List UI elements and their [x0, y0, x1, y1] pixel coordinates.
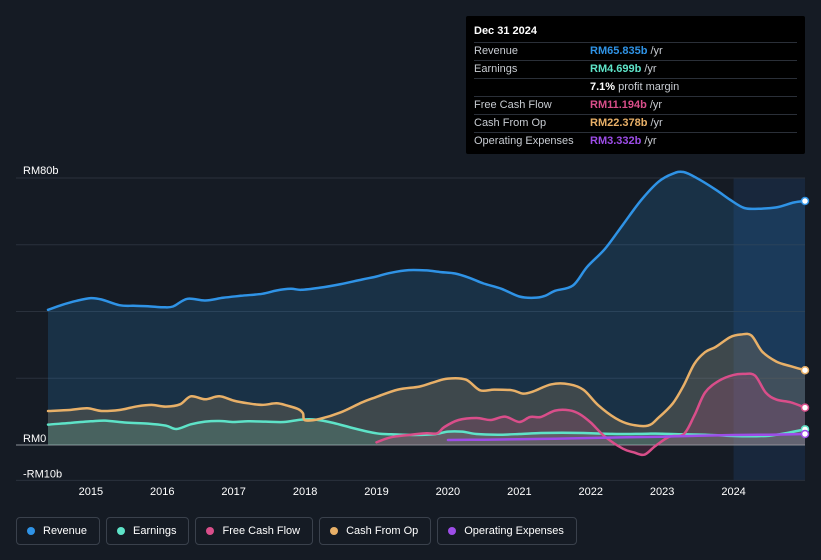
tooltip-row-cash-from-op: Cash From Op RM22.378b /yr	[474, 114, 797, 132]
y-tick-label: RM80b	[23, 165, 58, 177]
tooltip-value: RM11.194b	[590, 99, 647, 111]
cash-from-op-area	[48, 333, 805, 445]
y-tick-label: -RM10b	[23, 468, 62, 480]
x-tick-label: 2017	[221, 486, 245, 498]
legend-label: Free Cash Flow	[222, 525, 301, 537]
legend-item-operating-expenses[interactable]: Operating Expenses	[437, 517, 577, 545]
x-tick-label: 2015	[79, 486, 103, 498]
legend-label: Operating Expenses	[464, 525, 564, 537]
tooltip-label: Revenue	[474, 45, 519, 57]
tooltip-unit: profit margin	[618, 81, 680, 93]
tooltip-row-earnings: Earnings RM4.699b /yr	[474, 60, 797, 78]
x-tick-label: 2016	[150, 486, 174, 498]
tooltip-value: RM65.835b	[590, 45, 648, 57]
forecast-region	[733, 178, 805, 480]
tooltip-row-revenue: Revenue RM65.835b /yr	[474, 42, 797, 60]
legend-label: Cash From Op	[346, 525, 419, 537]
x-tick-label: 2020	[436, 486, 460, 498]
series-areas	[48, 171, 805, 455]
series-lines	[46, 170, 807, 457]
x-axis-labels: 2015 2016 2017 2018 2019 2020 2021 2022 2023 2024	[79, 486, 746, 498]
tooltip-value: 7.1%	[590, 81, 616, 93]
tooltip-label: Cash From Op	[474, 117, 547, 129]
tooltip-row-operating-expenses: Operating Expenses RM3.332b /yr	[474, 132, 797, 150]
legend-dot-icon	[448, 527, 457, 535]
tooltip-label	[474, 79, 590, 96]
legend-item-cash-from-op[interactable]: Cash From Op	[319, 517, 432, 545]
legend-item-revenue[interactable]: Revenue	[16, 517, 101, 545]
legend-dot-icon	[27, 527, 35, 535]
cash-from-op-end-marker	[800, 365, 810, 375]
x-tick-label: 2022	[579, 486, 603, 498]
revenue-area	[48, 171, 805, 445]
series-end-markers	[800, 196, 810, 439]
legend-dot-icon	[206, 527, 215, 535]
tooltip-label: Operating Expenses	[474, 135, 574, 147]
x-tick-label: 2024	[721, 486, 745, 498]
cash-from-op-line	[46, 332, 807, 428]
tooltip-row-free-cash-flow: Free Cash Flow RM11.194b /yr	[474, 96, 797, 114]
y-axis-labels: RM80b RM0 -RM10b	[23, 165, 62, 480]
tooltip-unit: /yr	[650, 117, 663, 129]
free-cash-flow-end-marker	[800, 403, 810, 412]
tooltip-label: Earnings	[474, 63, 518, 75]
tooltip-label: Free Cash Flow	[474, 99, 552, 111]
tooltip-panel: Dec 31 2024 Revenue RM65.835b /yr Earnin…	[466, 16, 805, 154]
operating-expenses-line	[446, 432, 807, 442]
y-tick-label: RM0	[23, 433, 46, 445]
tooltip-unit: /yr	[644, 135, 657, 147]
operating-expenses-end-marker	[800, 429, 810, 439]
legend-label: Earnings	[133, 525, 177, 537]
tooltip-unit: /yr	[649, 99, 663, 111]
x-tick-label: 2021	[507, 486, 531, 498]
x-tick-label: 2023	[650, 486, 674, 498]
free-cash-flow-line	[375, 372, 807, 457]
gridlines	[16, 177, 805, 481]
legend-dot-icon	[330, 527, 339, 535]
tooltip-unit: /yr	[644, 63, 657, 75]
x-tick-label: 2019	[364, 486, 388, 498]
revenue-line	[46, 170, 807, 312]
legend-item-earnings[interactable]: Earnings	[106, 517, 190, 545]
tooltip-unit: /yr	[650, 45, 663, 57]
tooltip-value: RM4.699b	[590, 63, 642, 75]
legend-label: Revenue	[43, 525, 88, 537]
legend: Revenue Earnings Free Cash Flow Cash Fro…	[16, 517, 577, 545]
legend-dot-icon	[117, 527, 126, 535]
x-tick-label: 2018	[293, 486, 317, 498]
tooltip-row-profit-margin: 7.1% profit margin	[474, 78, 797, 96]
legend-item-free-cash-flow[interactable]: Free Cash Flow	[195, 517, 314, 545]
tooltip-value: RM22.378b	[590, 117, 648, 129]
revenue-end-marker	[800, 196, 810, 206]
tooltip-value: RM3.332b	[590, 135, 642, 147]
tooltip-date: Dec 31 2024	[474, 25, 537, 37]
